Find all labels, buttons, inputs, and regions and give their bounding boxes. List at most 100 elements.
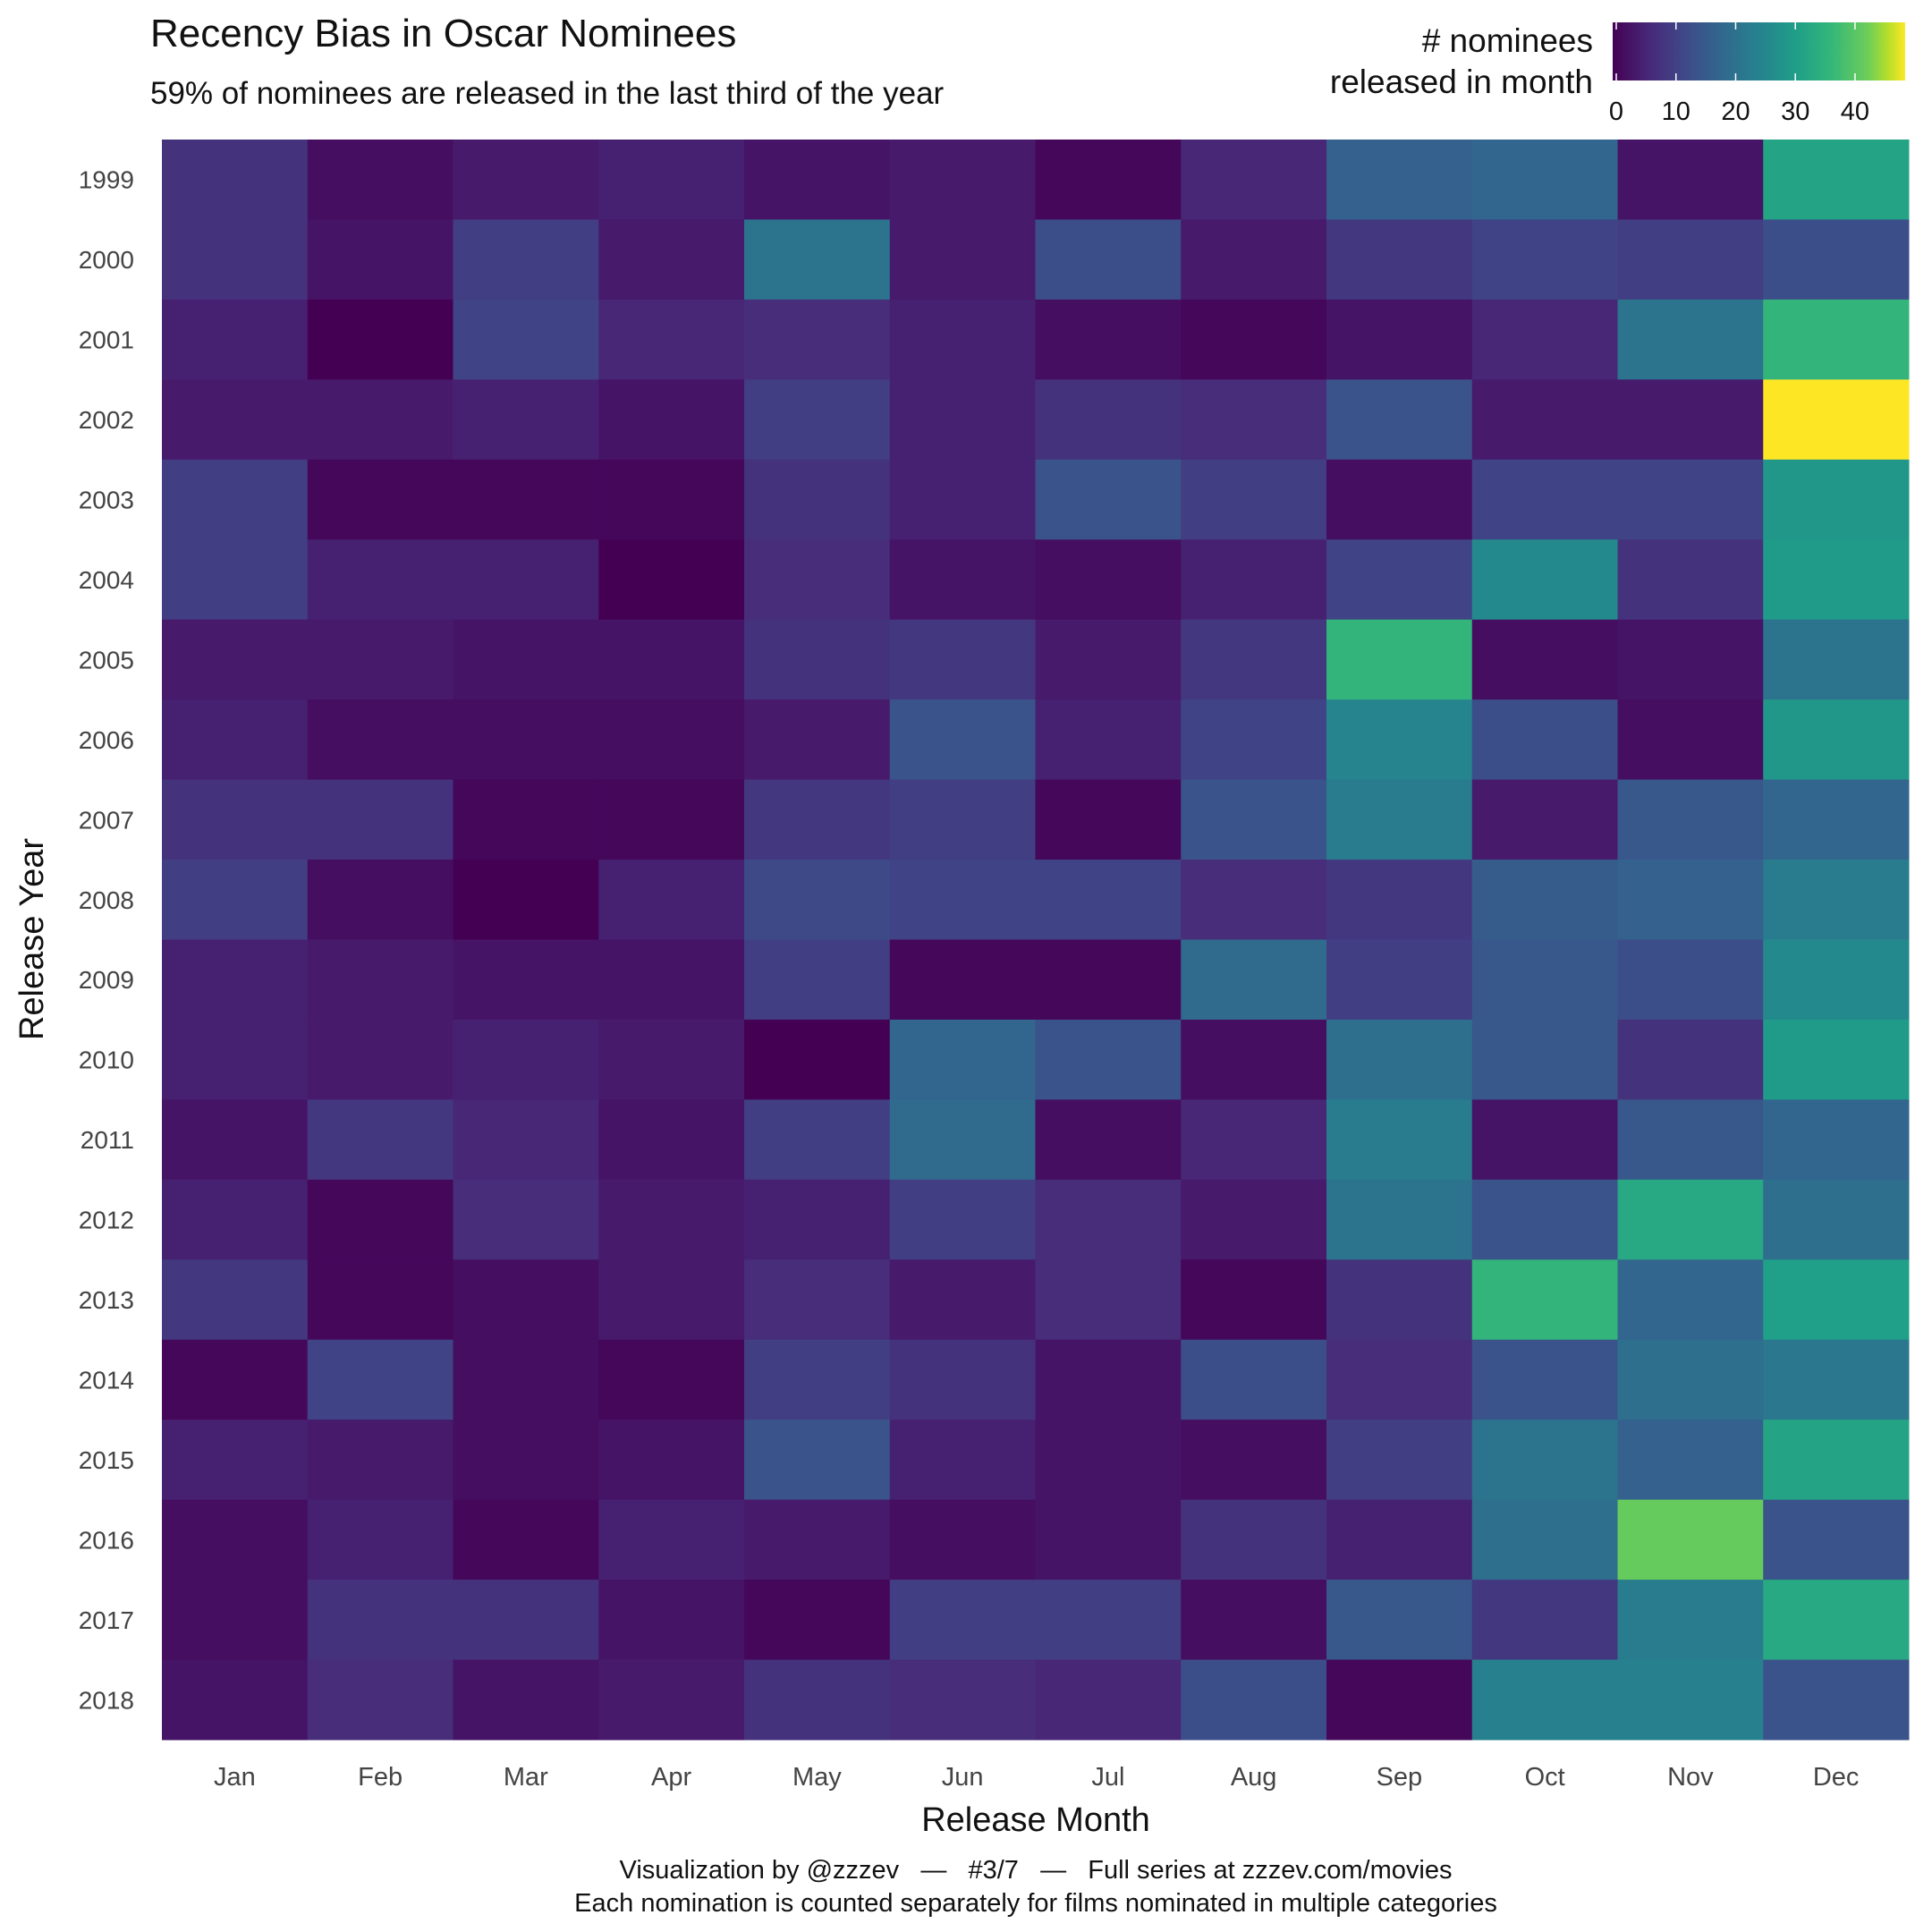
heatmap-cell-2013-Oct <box>1471 1259 1618 1341</box>
heatmap-cell-2012-May <box>744 1179 891 1260</box>
heatmap-cell-2006-Oct <box>1471 699 1618 781</box>
x-tick-label: Nov <box>1667 1763 1714 1792</box>
heatmap-cell-2015-Mar <box>453 1419 599 1501</box>
heatmap-cell-2001-Oct <box>1471 299 1618 380</box>
heatmap-cell-2015-Jun <box>889 1419 1036 1501</box>
heatmap-cell-2014-Nov <box>1617 1339 1764 1420</box>
heatmap-cell-2016-Jan <box>162 1499 309 1580</box>
heatmap-cell-2004-Apr <box>598 539 745 621</box>
heatmap-cell-2014-Aug <box>1181 1339 1327 1420</box>
heatmap-cell-2012-Nov <box>1617 1179 1764 1260</box>
y-tick-label: 2002 <box>79 406 134 434</box>
heatmap-cell-2000-Jul <box>1035 219 1182 301</box>
heatmap-cell-2003-Mar <box>453 459 599 540</box>
heatmap-cell-2011-Aug <box>1181 1099 1327 1181</box>
heatmap-cell-1999-Nov <box>1617 140 1764 220</box>
heatmap-cell-2002-Jan <box>162 379 309 461</box>
legend-tick-label: 40 <box>1841 97 1869 126</box>
y-tick-label: 2005 <box>79 646 134 674</box>
legend-tick-label: 20 <box>1721 97 1750 126</box>
heatmap-cell-2010-Jan <box>162 1019 309 1100</box>
x-tick-label: Jun <box>942 1763 984 1792</box>
heatmap-cell-2016-Sep <box>1326 1499 1473 1580</box>
legend-tick-label: 0 <box>1609 97 1623 126</box>
heatmap-cell-2003-Aug <box>1181 459 1327 540</box>
heatmap-cell-2007-Jan <box>162 779 309 860</box>
heatmap-cell-2007-Apr <box>598 779 745 860</box>
heatmap-cell-2013-Nov <box>1617 1259 1764 1341</box>
y-tick-label: 2010 <box>79 1046 134 1074</box>
heatmap-cell-2002-Oct <box>1471 379 1618 461</box>
heatmap-cell-2016-Jun <box>889 1499 1036 1580</box>
heatmap-cell-2009-Sep <box>1326 939 1473 1021</box>
heatmap-cell-2009-Apr <box>598 939 745 1021</box>
heatmap-cell-2018-Jul <box>1035 1659 1182 1741</box>
heatmap-cell-2005-Feb <box>307 619 453 700</box>
heatmap-cell-2014-Apr <box>598 1339 745 1420</box>
heatmap-cell-2007-Nov <box>1617 779 1764 860</box>
heatmap-cell-2012-Oct <box>1471 1179 1618 1260</box>
heatmap-cell-1999-Jan <box>162 140 309 220</box>
heatmap-cell-2001-Jun <box>889 299 1036 380</box>
heatmap-cell-2009-Jan <box>162 939 309 1021</box>
heatmap-cell-2004-Jan <box>162 539 309 621</box>
heatmap-cell-1999-Jul <box>1035 140 1182 220</box>
heatmap-cell-2001-Dec <box>1763 299 1910 380</box>
heatmap-cell-2018-Feb <box>307 1659 453 1741</box>
heatmap-cell-2015-Sep <box>1326 1419 1473 1501</box>
heatmap-cell-2006-May <box>744 699 891 781</box>
heatmap-cell-2012-Jul <box>1035 1179 1182 1260</box>
heatmap-cell-2005-Oct <box>1471 619 1618 700</box>
heatmap-cell-2012-Feb <box>307 1179 453 1260</box>
heatmap-cell-2014-Jul <box>1035 1339 1182 1420</box>
heatmap-cell-2010-Dec <box>1763 1019 1910 1100</box>
heatmap-cell-2017-Sep <box>1326 1580 1473 1661</box>
heatmap-cell-2017-Feb <box>307 1580 453 1661</box>
heatmap-cell-2009-Oct <box>1471 939 1618 1021</box>
heatmap-cell-2001-Mar <box>453 299 599 380</box>
heatmap-cell-2010-Sep <box>1326 1019 1473 1100</box>
heatmap-cell-2015-May <box>744 1419 891 1501</box>
heatmap-cell-2016-Aug <box>1181 1499 1327 1580</box>
heatmap-cell-2007-Sep <box>1326 779 1473 860</box>
heatmap-cell-2008-Jan <box>162 860 309 940</box>
heatmap-cell-2002-Jun <box>889 379 1036 461</box>
x-tick-label: Aug <box>1231 1763 1277 1792</box>
heatmap-cell-2013-Dec <box>1763 1259 1910 1341</box>
heatmap-cell-2010-Mar <box>453 1019 599 1100</box>
heatmap-cell-2006-Jul <box>1035 699 1182 781</box>
heatmap-cell-2012-Mar <box>453 1179 599 1260</box>
heatmap-cell-2001-May <box>744 299 891 380</box>
heatmap-cell-2007-Dec <box>1763 779 1910 860</box>
y-tick-label: 2007 <box>79 806 134 834</box>
heatmap-cell-2007-Jun <box>889 779 1036 860</box>
heatmap-cell-2008-Aug <box>1181 860 1327 940</box>
heatmap-cell-2010-Oct <box>1471 1019 1618 1100</box>
y-tick-label: 2017 <box>79 1606 134 1634</box>
chart-subtitle: 59% of nominees are released in the last… <box>150 76 945 111</box>
heatmap-cell-2009-Dec <box>1763 939 1910 1021</box>
heatmap-cell-1999-Aug <box>1181 140 1327 220</box>
legend-title-line2: released in month <box>1330 64 1593 100</box>
heatmap-cell-2000-Jan <box>162 219 309 301</box>
y-tick-label: 2016 <box>79 1526 134 1554</box>
heatmap-cell-2003-May <box>744 459 891 540</box>
heatmap-cell-2011-Dec <box>1763 1099 1910 1181</box>
heatmap-cell-2005-May <box>744 619 891 700</box>
heatmap-cell-2007-May <box>744 779 891 860</box>
heatmap-cell-2015-Aug <box>1181 1419 1327 1501</box>
y-tick-label: 2004 <box>79 566 134 594</box>
y-axis-title: Release Year <box>13 838 51 1040</box>
heatmap-cell-2000-Apr <box>598 219 745 301</box>
heatmap-cell-2011-Feb <box>307 1099 453 1181</box>
heatmap-cell-1999-Mar <box>453 140 599 220</box>
heatmap-cell-2015-Dec <box>1763 1419 1910 1501</box>
heatmap-cell-2012-Jun <box>889 1179 1036 1260</box>
heatmap-cell-2013-May <box>744 1259 891 1341</box>
heatmap-cell-2011-Nov <box>1617 1099 1764 1181</box>
heatmap-cell-2004-Feb <box>307 539 453 621</box>
heatmap-cell-2008-Sep <box>1326 860 1473 940</box>
heatmap-cell-2013-Jun <box>889 1259 1036 1341</box>
heatmap-cell-2017-Dec <box>1763 1580 1910 1661</box>
heatmap-cell-2004-Dec <box>1763 539 1910 621</box>
